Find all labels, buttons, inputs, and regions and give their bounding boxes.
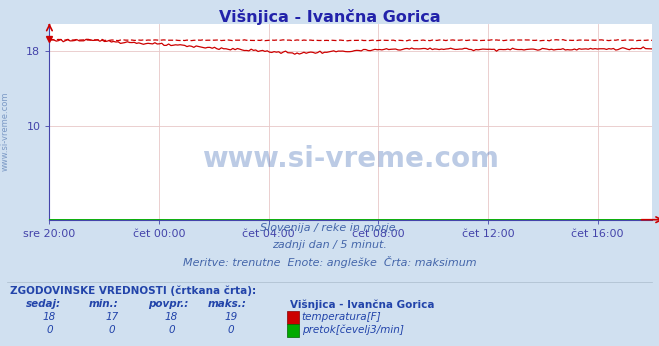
Text: 17: 17 bbox=[105, 312, 119, 322]
Text: Višnjica - Ivančna Gorica: Višnjica - Ivančna Gorica bbox=[290, 299, 434, 310]
Text: Višnjica - Ivančna Gorica: Višnjica - Ivančna Gorica bbox=[219, 9, 440, 25]
Text: sedaj:: sedaj: bbox=[26, 299, 61, 309]
Text: ZGODOVINSKE VREDNOSTI (črtkana črta):: ZGODOVINSKE VREDNOSTI (črtkana črta): bbox=[10, 285, 256, 296]
Text: www.si-vreme.com: www.si-vreme.com bbox=[1, 92, 10, 171]
Text: www.si-vreme.com: www.si-vreme.com bbox=[202, 145, 500, 173]
Text: povpr.:: povpr.: bbox=[148, 299, 188, 309]
Text: 0: 0 bbox=[46, 325, 53, 335]
Text: Slovenija / reke in morje.: Slovenija / reke in morje. bbox=[260, 223, 399, 233]
Text: 18: 18 bbox=[165, 312, 178, 322]
Text: 19: 19 bbox=[224, 312, 237, 322]
Text: 18: 18 bbox=[43, 312, 56, 322]
Text: temperatura[F]: temperatura[F] bbox=[302, 312, 382, 322]
Text: zadnji dan / 5 minut.: zadnji dan / 5 minut. bbox=[272, 240, 387, 250]
Text: min.:: min.: bbox=[89, 299, 119, 309]
Text: 0: 0 bbox=[227, 325, 234, 335]
Text: Meritve: trenutne  Enote: angleške  Črta: maksimum: Meritve: trenutne Enote: angleške Črta: … bbox=[183, 256, 476, 268]
Text: 0: 0 bbox=[109, 325, 115, 335]
Text: pretok[čevelj3/min]: pretok[čevelj3/min] bbox=[302, 325, 404, 335]
Text: maks.:: maks.: bbox=[208, 299, 246, 309]
Text: 0: 0 bbox=[168, 325, 175, 335]
